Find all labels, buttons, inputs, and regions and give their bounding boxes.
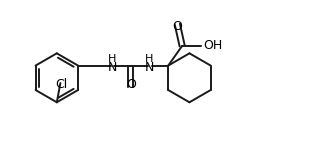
Text: O: O [126,78,136,91]
Text: Cl: Cl [55,78,68,91]
Text: O: O [172,20,182,33]
Text: OH: OH [203,39,222,52]
Text: N: N [107,61,117,74]
Text: N: N [145,61,154,74]
Text: H: H [108,54,116,64]
Text: H: H [145,54,154,64]
